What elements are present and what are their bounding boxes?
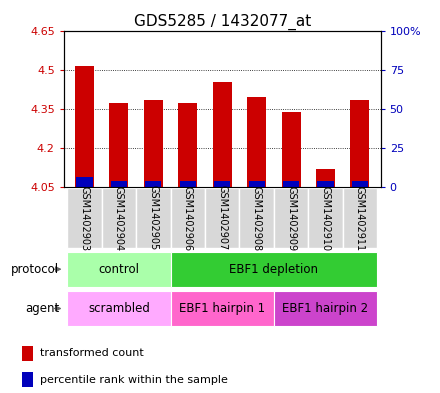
FancyBboxPatch shape (239, 188, 274, 248)
Text: GSM1402903: GSM1402903 (80, 185, 89, 251)
Bar (249, 181, 265, 187)
FancyBboxPatch shape (308, 188, 343, 248)
FancyBboxPatch shape (274, 291, 377, 326)
Bar (247, 97, 266, 187)
FancyBboxPatch shape (67, 291, 171, 326)
Text: transformed count: transformed count (40, 348, 143, 358)
Text: GSM1402910: GSM1402910 (320, 185, 330, 251)
Bar (283, 181, 299, 187)
Bar (214, 181, 230, 187)
Text: agent: agent (25, 302, 59, 315)
FancyBboxPatch shape (171, 188, 205, 248)
Bar (75, 66, 94, 187)
Text: GSM1402911: GSM1402911 (355, 185, 365, 251)
Text: control: control (99, 263, 139, 276)
FancyBboxPatch shape (67, 252, 171, 287)
Bar (111, 181, 127, 187)
Bar (145, 181, 161, 187)
Bar (351, 100, 370, 187)
FancyBboxPatch shape (343, 188, 377, 248)
FancyBboxPatch shape (171, 291, 274, 326)
Text: GSM1402908: GSM1402908 (252, 185, 262, 251)
Text: EBF1 hairpin 1: EBF1 hairpin 1 (179, 302, 265, 315)
FancyBboxPatch shape (67, 188, 102, 248)
Text: GSM1402904: GSM1402904 (114, 185, 124, 251)
Bar (77, 177, 92, 187)
Text: GSM1402906: GSM1402906 (183, 185, 193, 251)
Title: GDS5285 / 1432077_at: GDS5285 / 1432077_at (134, 14, 311, 30)
FancyBboxPatch shape (274, 188, 308, 248)
Text: scrambled: scrambled (88, 302, 150, 315)
Bar (317, 181, 334, 187)
FancyBboxPatch shape (171, 252, 377, 287)
Bar (110, 103, 128, 187)
Text: GSM1402909: GSM1402909 (286, 185, 296, 251)
Bar (22, 346, 33, 361)
Bar (316, 169, 335, 187)
Bar (213, 82, 232, 187)
Text: GSM1402905: GSM1402905 (148, 185, 158, 251)
Bar (22, 372, 33, 387)
Text: protocol: protocol (11, 263, 59, 276)
FancyBboxPatch shape (205, 188, 239, 248)
Text: GSM1402907: GSM1402907 (217, 185, 227, 251)
FancyBboxPatch shape (136, 188, 171, 248)
Bar (144, 100, 163, 187)
FancyBboxPatch shape (102, 188, 136, 248)
Bar (180, 181, 196, 187)
Bar (178, 103, 197, 187)
Text: percentile rank within the sample: percentile rank within the sample (40, 375, 227, 385)
Bar (352, 181, 368, 187)
Text: EBF1 depletion: EBF1 depletion (229, 263, 319, 276)
Bar (282, 112, 301, 187)
Text: EBF1 hairpin 2: EBF1 hairpin 2 (282, 302, 369, 315)
